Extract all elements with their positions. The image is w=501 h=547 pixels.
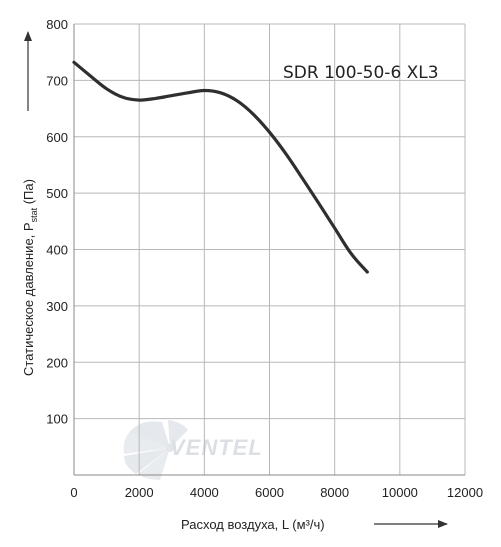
y-tick-label: 600 bbox=[46, 130, 68, 145]
y-axis-title-sub: stat bbox=[29, 207, 39, 222]
x-axis-title: Расход воздуха, L (м³/ч) bbox=[181, 517, 325, 532]
x-tick-label: 0 bbox=[70, 485, 77, 500]
y-axis-title: Статическое давление, Pstat (Па) bbox=[21, 179, 39, 376]
tick-labels: 0 2000 4000 6000 8000 10000 12000 100 200 300 400 5… bbox=[46, 17, 483, 500]
grid bbox=[74, 23, 466, 475]
ventel-watermark: VENTEL bbox=[123, 420, 263, 480]
y-tick-label: 100 bbox=[46, 412, 68, 427]
x-tick-label: 10000 bbox=[382, 485, 418, 500]
y-axis-title-main: Статическое давление, P bbox=[21, 222, 36, 376]
x-tick-label: 12000 bbox=[447, 485, 483, 500]
axes bbox=[73, 24, 465, 476]
y-tick-label: 300 bbox=[46, 299, 68, 314]
performance-curve-line bbox=[72, 60, 369, 274]
watermark-text: VENTEL bbox=[170, 435, 263, 460]
y-tick-label: 500 bbox=[46, 186, 68, 201]
x-tick-label: 8000 bbox=[320, 485, 349, 500]
y-axis-title-unit: (Па) bbox=[21, 179, 36, 208]
y-tick-label: 200 bbox=[46, 355, 68, 370]
x-tick-label: 6000 bbox=[255, 485, 284, 500]
model-label: SDR 100-50-6 XL3 bbox=[283, 63, 439, 83]
y-tick-label: 700 bbox=[46, 73, 68, 88]
fan-logo-icon bbox=[123, 420, 188, 480]
x-axis-title-text: Расход воздуха, L (м³/ч) bbox=[181, 517, 325, 532]
y-tick-label: 400 bbox=[46, 243, 68, 258]
x-tick-label: 2000 bbox=[125, 485, 154, 500]
y-tick-label: 800 bbox=[46, 17, 68, 32]
x-tick-label: 4000 bbox=[190, 485, 219, 500]
